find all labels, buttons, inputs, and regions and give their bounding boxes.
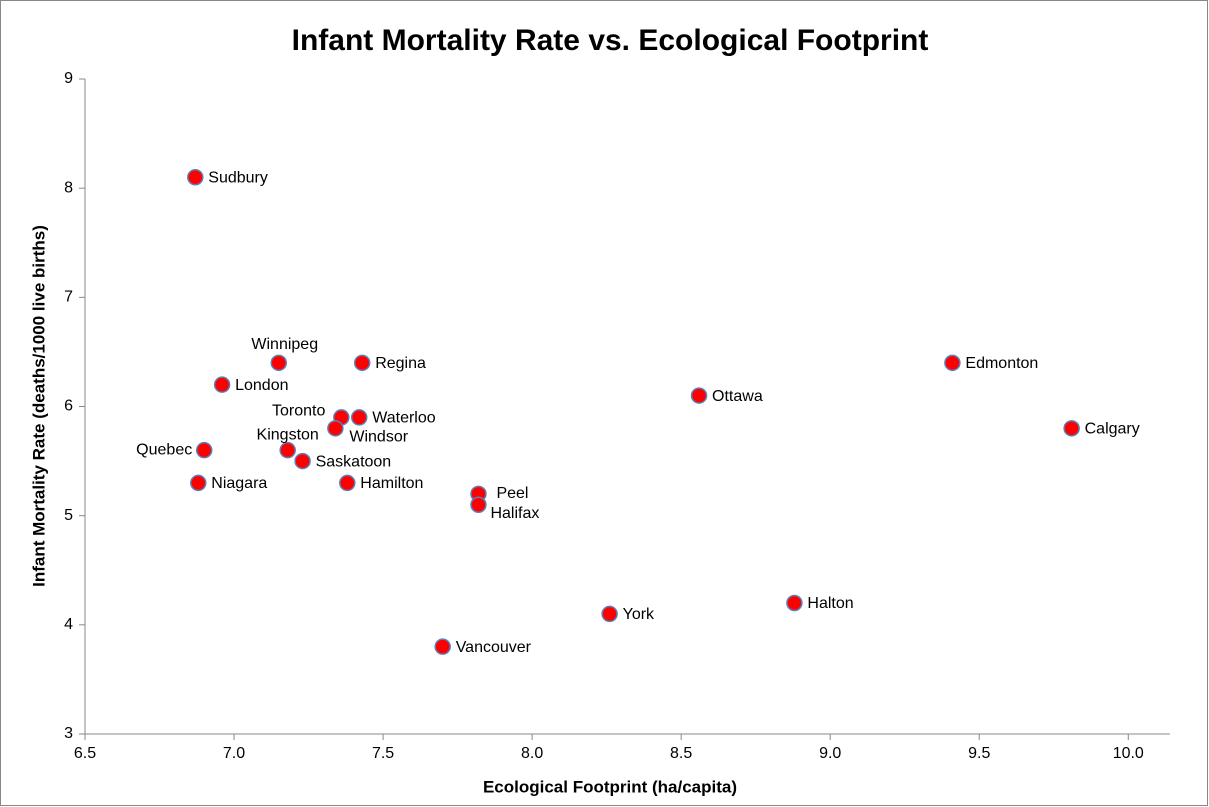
x-tick-label: 9.5 <box>968 745 990 762</box>
point-label: Toronto <box>272 403 325 420</box>
point-label: Ottawa <box>712 388 763 405</box>
point <box>190 474 207 492</box>
point <box>213 376 231 393</box>
point-label: Quebec <box>136 441 192 458</box>
point <box>470 496 487 513</box>
point <box>327 420 344 437</box>
point <box>270 354 287 372</box>
y-tick-label: 8 <box>64 179 73 196</box>
point-label: Vancouver <box>456 639 532 656</box>
point <box>434 638 451 655</box>
y-tick-label: 3 <box>64 725 73 742</box>
point <box>786 594 803 612</box>
y-tick-label: 5 <box>64 507 73 524</box>
point <box>187 169 204 186</box>
x-tick-label: 8.5 <box>670 745 692 762</box>
y-tick-label: 4 <box>64 616 73 633</box>
x-tick-label: 7.5 <box>372 745 394 762</box>
point-label: Windsor <box>349 429 408 446</box>
x-axis-label: Ecological Footprint (ha/capita) <box>483 777 737 796</box>
point-label: Sudbury <box>208 169 268 186</box>
point-label: London <box>235 377 288 394</box>
point <box>339 474 356 492</box>
point <box>350 409 368 426</box>
chart-title: Infant Mortality Rate vs. Ecological Foo… <box>292 24 929 57</box>
x-tick-label: 10.0 <box>1113 745 1144 762</box>
point <box>690 387 708 404</box>
point <box>353 354 371 372</box>
point-label: Halifax <box>490 505 539 522</box>
y-tick-label: 7 <box>64 289 73 306</box>
point-label: Saskatoon <box>316 453 392 470</box>
point-label: Kingston <box>257 426 319 443</box>
point-label: Waterloo <box>372 410 436 427</box>
point <box>279 441 296 459</box>
point <box>1063 420 1080 437</box>
y-tick-label: 6 <box>64 398 73 415</box>
point <box>195 441 213 459</box>
point <box>601 605 618 623</box>
x-tick-label: 7.0 <box>223 745 245 762</box>
point-label: Halton <box>807 595 853 612</box>
point-label: Hamilton <box>360 475 423 492</box>
point-label: Calgary <box>1085 421 1140 438</box>
x-tick-label: 6.5 <box>74 745 96 762</box>
y-axis-label: Infant Mortality Rate (deaths/1000 live … <box>29 225 48 587</box>
x-tick-label: 9.0 <box>819 745 841 762</box>
point-label: York <box>623 606 655 623</box>
point <box>944 354 961 372</box>
y-tick-label: 9 <box>64 70 73 87</box>
point-label: Regina <box>375 355 426 372</box>
point <box>294 452 311 470</box>
point-label: Niagara <box>211 475 267 492</box>
point-label: Winnipeg <box>251 336 318 353</box>
x-tick-label: 8.0 <box>521 745 543 762</box>
point-label: Edmonton <box>965 355 1038 372</box>
point-label: Peel <box>496 485 528 502</box>
